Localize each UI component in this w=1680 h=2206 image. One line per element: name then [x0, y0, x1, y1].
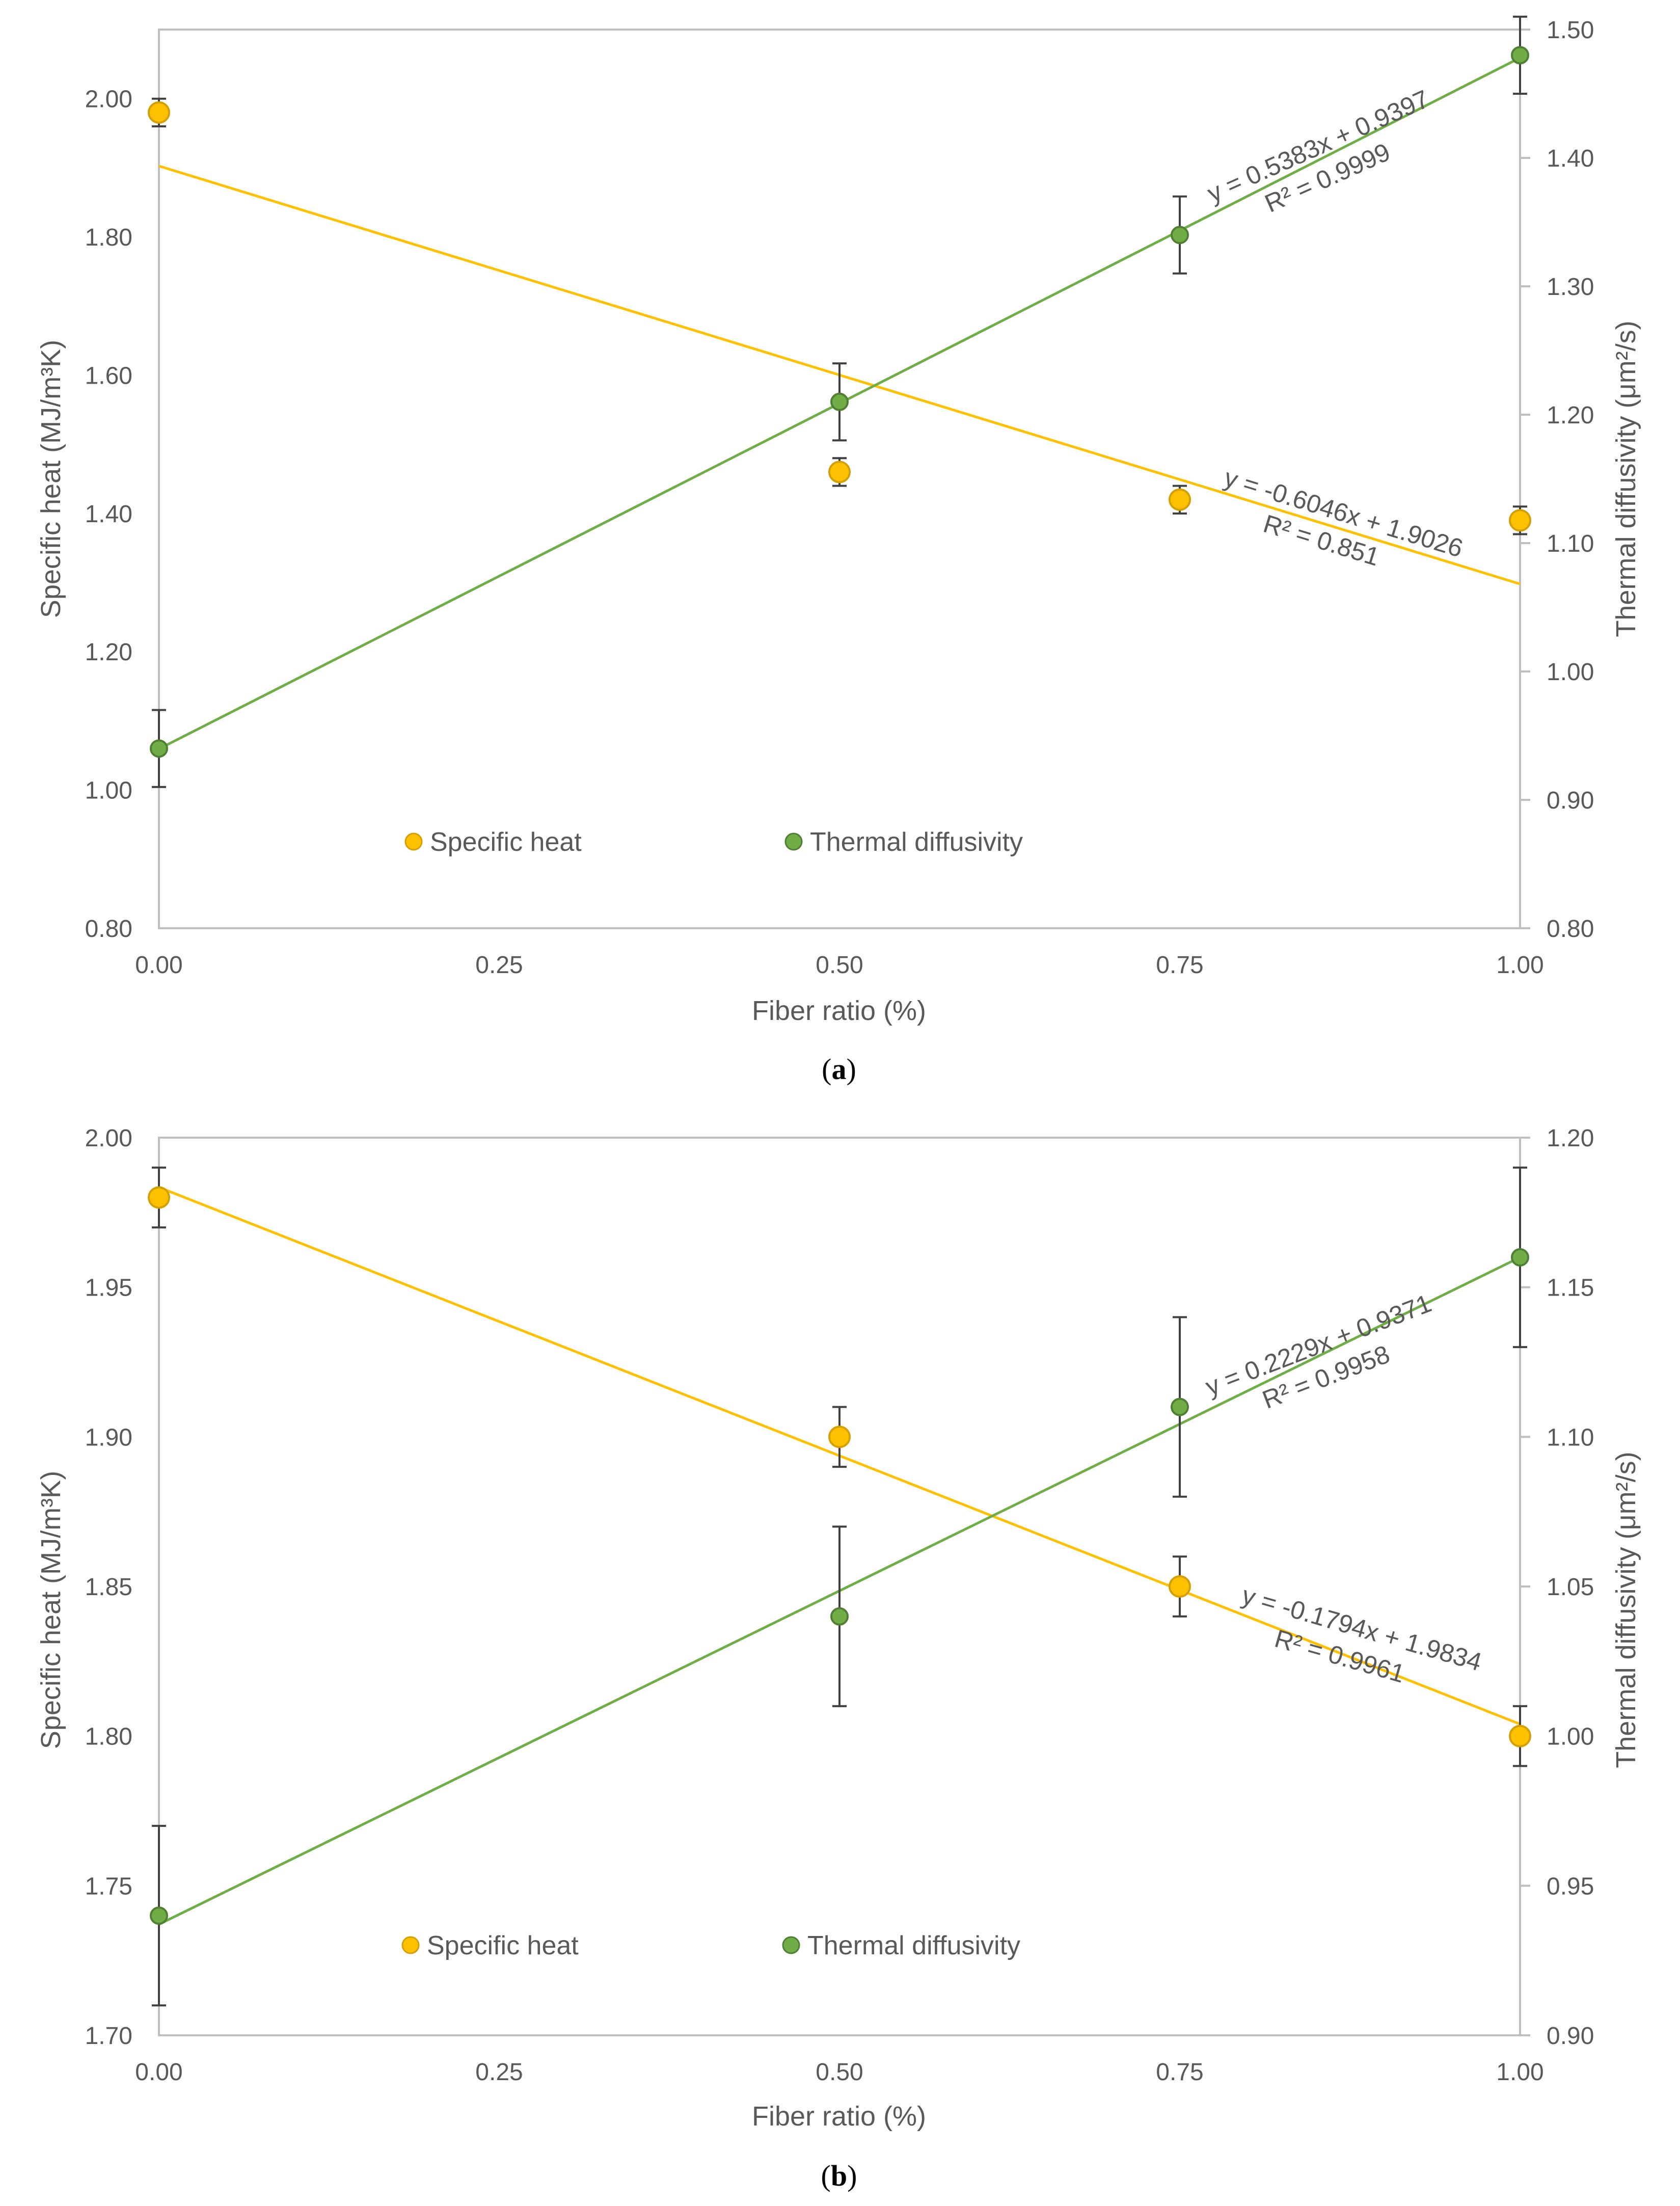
y-right-tick-label: 1.00 — [1547, 659, 1594, 686]
left-axis-ticks: 1.70 1.75 1.80 1.85 1.90 1.95 2.00 — [85, 1125, 132, 2050]
y-left-tick-label: 2.00 — [85, 86, 132, 113]
y-axis-right-title: Thermal diffusivity (μm²/s) — [1611, 320, 1641, 637]
x-tick-label: 1.00 — [1496, 952, 1543, 979]
y-left-tick-label: 1.20 — [85, 639, 132, 666]
y-axis-right-title: Thermal diffusivity (μm²/s) — [1611, 1451, 1641, 1768]
x-tick-label: 0.00 — [135, 2059, 182, 2086]
y-right-tick-label: 1.20 — [1547, 402, 1594, 429]
y-left-tick-label: 1.80 — [85, 224, 132, 251]
x-tick-label: 0.00 — [135, 952, 182, 979]
x-tick-label: 0.50 — [816, 2059, 863, 2086]
left-axis-ticks: 0.80 1.00 1.20 1.40 1.60 1.80 2.00 — [85, 86, 132, 943]
point-specific-heat — [828, 1425, 851, 1448]
point-thermal-diffusivity — [830, 392, 849, 411]
y-left-tick-label: 1.40 — [85, 501, 132, 528]
legend-label-specific-heat: Specific heat — [430, 827, 582, 857]
y-right-tick-label: 0.90 — [1547, 2023, 1594, 2050]
x-axis-title: Fiber ratio (%) — [752, 2101, 926, 2132]
point-specific-heat — [148, 101, 170, 124]
panel-caption-a: (a) — [822, 1053, 856, 1086]
point-thermal-diffusivity — [1171, 1397, 1189, 1416]
x-tick-label: 0.50 — [816, 952, 863, 979]
y-left-tick-label: 1.75 — [85, 1873, 132, 1900]
y-left-tick-label: 1.85 — [85, 1574, 132, 1601]
y-right-tick-label: 1.20 — [1547, 1125, 1594, 1152]
y-right-tick-label: 1.50 — [1547, 17, 1594, 44]
y-right-tick-label: 1.05 — [1547, 1574, 1594, 1601]
y-left-tick-label: 1.00 — [85, 777, 132, 804]
y-left-tick-label: 1.95 — [85, 1275, 132, 1302]
right-axis-ticks: 0.80 0.90 1.00 1.10 1.20 1.30 1.40 1.50 — [1520, 17, 1594, 943]
y-left-tick-label: 2.00 — [85, 1125, 132, 1152]
legend: Specific heat Thermal diffusivity — [404, 827, 1023, 857]
point-specific-heat — [828, 461, 851, 483]
point-specific-heat — [1509, 509, 1531, 532]
plot-area-frame — [158, 29, 1521, 929]
point-thermal-diffusivity — [150, 1906, 168, 1925]
x-axis-title: Fiber ratio (%) — [752, 996, 926, 1026]
y-right-tick-label: 1.15 — [1547, 1275, 1594, 1302]
y-left-tick-label: 0.80 — [85, 916, 132, 943]
y-axis-left-title: Specific heat (MJ/m³K) — [36, 340, 66, 618]
x-tick-label: 1.00 — [1496, 2059, 1543, 2086]
x-tick-label: 0.75 — [1156, 2059, 1203, 2086]
legend-label-thermal-diffusivity: Thermal diffusivity — [807, 1931, 1020, 1960]
point-specific-heat — [1169, 1575, 1191, 1598]
legend: Specific heat Thermal diffusivity — [401, 1931, 1020, 1960]
right-axis-ticks: 0.90 0.95 1.00 1.05 1.10 1.15 1.20 — [1520, 1125, 1594, 2050]
point-specific-heat — [148, 1186, 170, 1209]
data-points — [148, 46, 1531, 758]
x-axis-ticks: 0.00 0.25 0.50 0.75 1.00 — [135, 952, 1543, 979]
y-left-tick-label: 1.60 — [85, 362, 132, 389]
legend-marker-specific-heat — [404, 832, 423, 851]
y-right-tick-label: 1.10 — [1547, 530, 1594, 557]
y-right-tick-label: 0.95 — [1547, 1873, 1594, 1900]
point-thermal-diffusivity — [1171, 226, 1189, 245]
data-points — [148, 1186, 1531, 1925]
legend-marker-specific-heat — [401, 1936, 420, 1954]
y-right-tick-label: 1.30 — [1547, 274, 1594, 301]
x-axis-ticks: 0.00 0.25 0.50 0.75 1.00 — [135, 2059, 1543, 2086]
x-tick-label: 0.75 — [1156, 952, 1203, 979]
point-specific-heat — [1169, 488, 1191, 511]
x-tick-label: 0.25 — [475, 952, 523, 979]
legend-marker-thermal-diffusivity — [784, 832, 803, 851]
y-axis-left-title: Specific heat (MJ/m³K) — [36, 1471, 66, 1749]
panel-caption-b: (b) — [821, 2159, 857, 2192]
y-right-tick-label: 1.40 — [1547, 145, 1594, 172]
y-right-tick-label: 1.10 — [1547, 1424, 1594, 1451]
point-thermal-diffusivity — [1511, 1248, 1529, 1267]
legend-label-specific-heat: Specific heat — [427, 1931, 579, 1960]
legend-label-thermal-diffusivity: Thermal diffusivity — [810, 827, 1023, 857]
point-thermal-diffusivity — [830, 1607, 849, 1626]
point-thermal-diffusivity — [1511, 46, 1529, 65]
x-tick-label: 0.25 — [475, 2059, 523, 2086]
point-thermal-diffusivity — [150, 739, 168, 758]
y-right-tick-label: 0.90 — [1547, 787, 1594, 814]
y-left-tick-label: 1.90 — [85, 1424, 132, 1451]
y-right-tick-label: 1.00 — [1547, 1724, 1594, 1751]
y-right-tick-label: 0.80 — [1547, 916, 1594, 943]
y-left-tick-label: 1.80 — [85, 1724, 132, 1751]
y-left-tick-label: 1.70 — [85, 2023, 132, 2050]
point-specific-heat — [1509, 1725, 1531, 1747]
legend-marker-thermal-diffusivity — [782, 1936, 800, 1954]
